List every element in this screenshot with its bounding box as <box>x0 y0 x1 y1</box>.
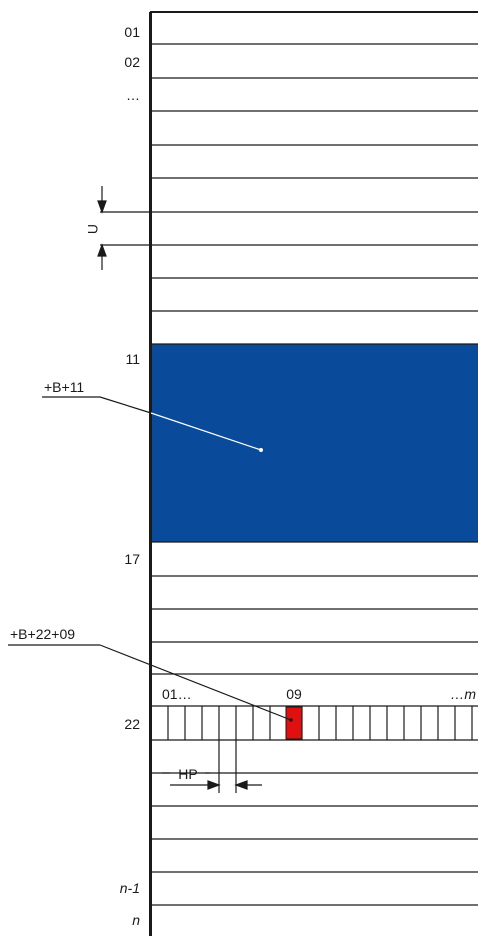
row-label-blue-end: 17 <box>124 551 140 567</box>
slot-start-label: 01… <box>162 686 192 702</box>
module-callout-label: +B+11 <box>44 379 84 395</box>
row-label-last: n <box>132 912 140 928</box>
row-label-first: 01 <box>124 24 140 40</box>
row-label-second: 02 <box>124 54 140 70</box>
row-label-second-last: n-1 <box>120 880 140 896</box>
row-label-blue-start: 11 <box>125 351 140 367</box>
slot-callout <box>8 644 293 722</box>
row-label-slot-row: 22 <box>124 716 140 732</box>
slot-dividers <box>167 706 473 740</box>
slot-highlight <box>285 706 303 740</box>
slot-end-label: …m <box>450 686 476 702</box>
u-dimension <box>97 186 107 270</box>
u-dimension-label: U <box>85 224 101 234</box>
module-callout <box>42 396 263 452</box>
hp-dimension <box>162 740 262 793</box>
row-label-ellipsis: … <box>126 87 140 103</box>
rack-unit-lines <box>100 43 478 906</box>
slot-callout-label: +B+22+09 <box>10 626 75 642</box>
slot-highlight-label: 09 <box>286 686 302 702</box>
module-block <box>151 344 478 542</box>
hp-dimension-label: HP <box>178 766 197 782</box>
